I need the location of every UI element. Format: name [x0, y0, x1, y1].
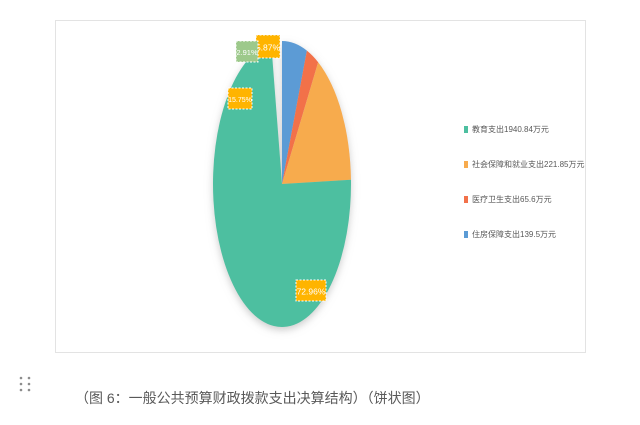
svg-text:5.87%: 5.87%: [256, 43, 281, 53]
svg-text:15.75%: 15.75%: [228, 97, 252, 104]
svg-text:2.91%: 2.91%: [236, 48, 258, 57]
svg-text:72.96%: 72.96%: [297, 287, 326, 297]
